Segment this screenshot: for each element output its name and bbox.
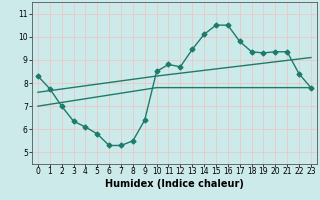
X-axis label: Humidex (Indice chaleur): Humidex (Indice chaleur) — [105, 179, 244, 189]
